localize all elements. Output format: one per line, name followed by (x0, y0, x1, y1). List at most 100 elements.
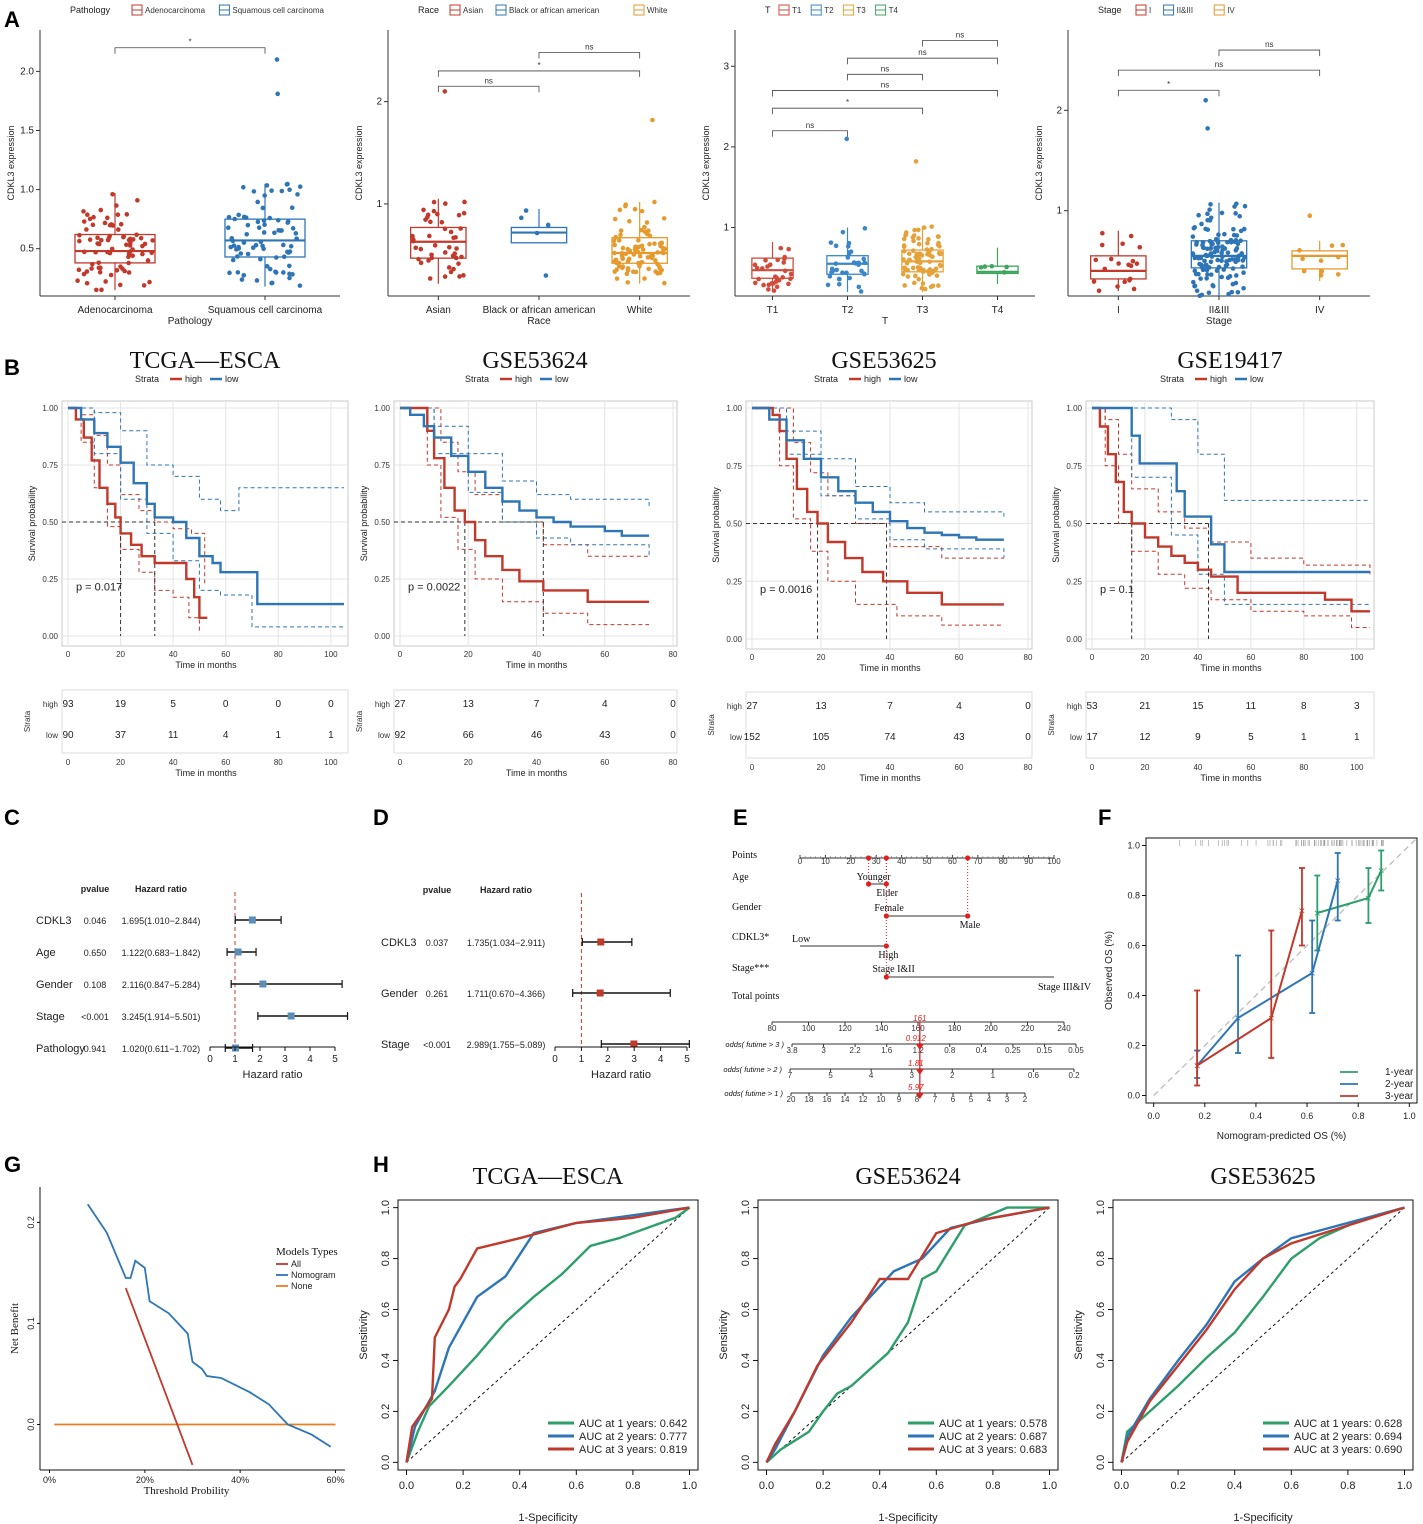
x-axis-label: Time in months (506, 660, 568, 670)
roc-title: GSE53624 (855, 1164, 960, 1190)
data-point (124, 242, 129, 248)
risk-x-tick-label: 0 (66, 758, 71, 767)
points-tick-label: 50 (923, 857, 932, 866)
data-point (429, 252, 434, 258)
legend-label: AUC at 3 years: 0.819 (579, 1444, 687, 1456)
data-point (1196, 212, 1201, 218)
data-point (1102, 266, 1108, 272)
data-point (114, 203, 119, 208)
data-point (620, 256, 625, 261)
risk-count-high: 15 (1192, 701, 1204, 712)
data-point (1194, 288, 1200, 294)
column-header-hr: Hazard ratio (135, 884, 188, 894)
data-point (916, 236, 921, 241)
risk-row-label-low: low (730, 733, 742, 742)
significance-bracket (538, 52, 641, 59)
x-tick-label: 40 (169, 650, 178, 659)
data-point (121, 234, 127, 239)
row-hr-text: 1.735(1.034−2.911) (467, 938, 545, 948)
risk-count-low: 1 (276, 730, 282, 741)
forest-d: pvalue Hazard ratio CDKL3 0.037 1.735(1.034−… (381, 885, 690, 1081)
data-point (1221, 267, 1227, 272)
data-point (926, 237, 931, 242)
panel-label-g: G (4, 1152, 21, 1177)
y-axis-label: Survival probability (711, 487, 721, 563)
data-point (1205, 227, 1211, 232)
data-point (851, 260, 857, 265)
data-point (95, 241, 100, 246)
y-tick-label: 2 (1056, 105, 1062, 116)
data-point (901, 257, 906, 262)
data-point (612, 259, 617, 264)
risk-x-tick-label: 0 (398, 758, 403, 767)
legend-label: AUC at 3 years: 0.690 (1294, 1444, 1402, 1456)
x-axis-label: Race (527, 316, 551, 327)
data-point (1235, 241, 1241, 247)
risk-row-label-low: low (46, 731, 58, 740)
roc-curve (765, 1206, 1050, 1463)
stage-late: Stage III&IV (1038, 982, 1092, 993)
data-point (457, 274, 462, 279)
data-point (128, 240, 133, 246)
data-point (134, 232, 139, 238)
points-tick-label: 60 (948, 857, 957, 866)
data-point (919, 285, 925, 291)
data-point (287, 249, 293, 254)
data-point (77, 238, 82, 244)
data-point (636, 238, 641, 243)
calibration-point: × (1234, 1014, 1242, 1024)
data-point (135, 198, 140, 203)
points-marker (965, 855, 971, 861)
data-point (773, 279, 779, 284)
row-pvalue: 0.037 (426, 938, 449, 948)
significance-bracket (772, 107, 923, 115)
hr-marker (597, 938, 605, 946)
legend-title: Race (418, 5, 439, 15)
calibration-line (1196, 880, 1339, 1067)
data-point (642, 276, 647, 281)
strata-label-low: low (555, 374, 569, 384)
risk-x-tick-label: 60 (955, 763, 964, 772)
data-point (97, 269, 103, 275)
data-point (1197, 293, 1203, 299)
data-point (640, 247, 646, 252)
selected-point (883, 913, 889, 919)
odds3-label: odds( futime > 3 ) (725, 1040, 784, 1049)
significance-label: ns (881, 80, 889, 89)
x-tick-label: 0.0 (1114, 1480, 1129, 1492)
y-tick-label: 3 (723, 61, 729, 72)
age-younger: Younger (857, 872, 892, 883)
data-point (272, 230, 277, 236)
y-tick-label: 0.00 (374, 632, 390, 641)
risk-count-high: 19 (115, 699, 127, 710)
total-tick-label: 120 (838, 1024, 852, 1033)
y-tick-label: 0.00 (1066, 635, 1082, 644)
y-tick-label: 0.6 (740, 1302, 752, 1317)
km-title: GSE19417 (1177, 348, 1282, 374)
x-tick-label: 1.0 (1042, 1480, 1057, 1492)
risk-count-low: 43 (953, 732, 965, 743)
strata-label-high: high (515, 374, 532, 384)
data-point (1239, 251, 1245, 256)
data-point (147, 279, 152, 285)
data-point (1204, 246, 1210, 252)
boxplot-a3: T T1 T2 T3 T4 1 2 3 CDKL3 expression T T1 T2 T3 T4 ns n… (701, 4, 1035, 327)
y-tick-label: 0.2 (740, 1404, 752, 1419)
data-point (459, 254, 464, 260)
data-point (1219, 210, 1225, 216)
x-axis-label: Nomogram-predicted OS (%) (1217, 1131, 1346, 1142)
data-point (418, 246, 424, 252)
risk-table-border (393, 689, 678, 754)
legend-label: Adenocarcinoma (145, 6, 206, 15)
y-tick-label: 0.75 (1066, 462, 1082, 471)
x-tick-label: 1 (232, 1054, 238, 1065)
roc-h3: GSE53625 0.0 0.0 0.2 0.2 0.4 0.4 0.6 0.6 0.8 0.8 1.… (1073, 1164, 1414, 1524)
data-point (925, 240, 930, 246)
y-tick-label: 0.5 (20, 244, 34, 255)
data-point (911, 248, 916, 254)
km-curve-high (68, 406, 208, 619)
row-label: Stage (381, 1039, 410, 1051)
data-point (462, 199, 467, 205)
risk-count-low: 66 (463, 730, 475, 741)
strata-label-high: high (864, 374, 881, 384)
